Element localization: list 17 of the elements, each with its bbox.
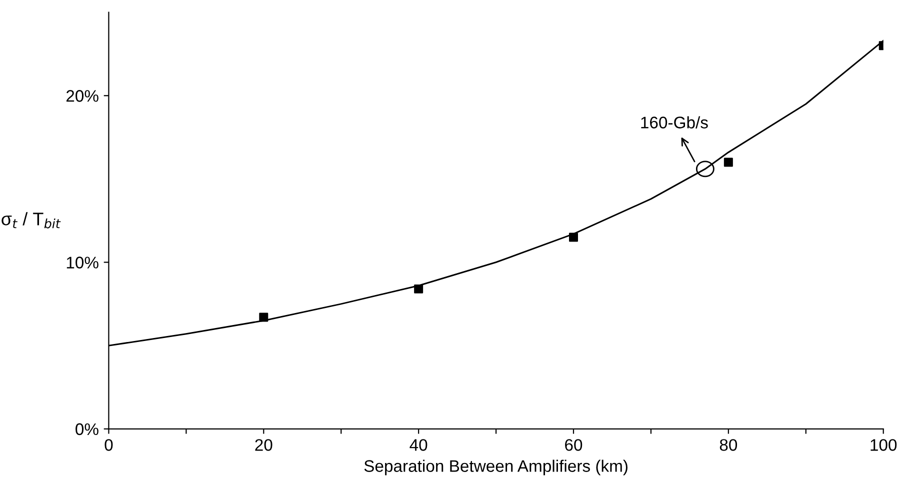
x-tick-label: 0: [104, 439, 113, 451]
y-tick-label: 20%: [66, 90, 98, 102]
point: [259, 312, 268, 322]
y-tick-label: 0%: [76, 423, 98, 436]
x-tick-label: 60: [565, 439, 582, 451]
point: [569, 232, 578, 242]
x-tick-label: 40: [410, 439, 428, 451]
y-axis-title: σ$_{t}$ / T$_{bit}$: [2, 212, 61, 228]
point: [724, 158, 733, 167]
y-tick-label: 10%: [66, 256, 98, 268]
x-tick-label: 80: [720, 439, 738, 451]
x-tick-label: 20: [255, 439, 272, 451]
x-tick-label: 100: [870, 439, 897, 451]
x-axis-title: Separation Between Amplifiers (km): [364, 460, 628, 476]
annotation: 160-Gb/s: [641, 116, 708, 128]
point: [414, 284, 424, 294]
point: [696, 160, 714, 178]
